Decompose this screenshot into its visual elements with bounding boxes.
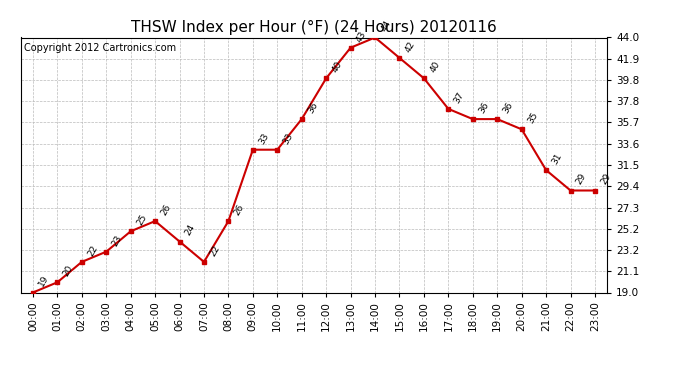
Text: 26: 26: [159, 202, 172, 217]
Text: 22: 22: [86, 243, 99, 258]
Text: 19: 19: [37, 274, 50, 288]
Text: 36: 36: [477, 100, 491, 115]
Text: Copyright 2012 Cartronics.com: Copyright 2012 Cartronics.com: [23, 43, 176, 52]
Text: 35: 35: [526, 111, 540, 125]
Text: 31: 31: [550, 152, 564, 166]
Text: 33: 33: [282, 131, 295, 146]
Text: 42: 42: [404, 39, 417, 54]
Text: 26: 26: [233, 202, 246, 217]
Text: 36: 36: [502, 100, 515, 115]
Text: 40: 40: [428, 60, 442, 74]
Text: 43: 43: [355, 29, 368, 44]
Title: THSW Index per Hour (°F) (24 Hours) 20120116: THSW Index per Hour (°F) (24 Hours) 2012…: [131, 20, 497, 35]
Text: 20: 20: [61, 264, 75, 278]
Text: 40: 40: [331, 60, 344, 74]
Text: 36: 36: [306, 100, 319, 115]
Text: 29: 29: [575, 172, 588, 186]
Text: 29: 29: [599, 172, 613, 186]
Text: 44: 44: [380, 19, 393, 33]
Text: 23: 23: [110, 233, 124, 248]
Text: 24: 24: [184, 223, 197, 237]
Text: 25: 25: [135, 213, 148, 227]
Text: 33: 33: [257, 131, 270, 146]
Text: 22: 22: [208, 243, 221, 258]
Text: 37: 37: [453, 90, 466, 105]
